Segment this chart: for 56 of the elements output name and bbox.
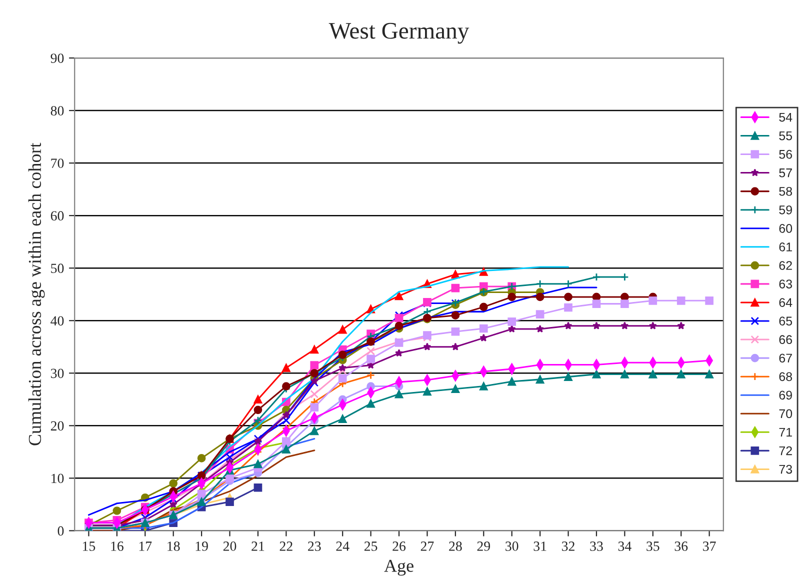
legend-label: 63 [779,280,792,288]
x-tick-label: 29 [477,542,490,551]
x-tick-label: 18 [168,542,180,551]
x-tick-label: 15 [82,542,96,551]
y-tick-label: 0 [58,526,64,536]
legend-label: 62 [779,261,792,270]
y-tick-label: 10 [52,474,64,484]
x-tick-label: 21 [252,542,264,551]
legend-label: 65 [779,316,792,326]
x-tick-label: 30 [506,542,518,551]
x-tick-label: 24 [336,542,350,551]
x-tick-label: 17 [139,542,152,551]
y-tick-label: 70 [51,158,64,168]
legend-label: 66 [779,335,792,344]
y-tick-label: 50 [51,264,64,274]
legend-label: 60 [779,224,792,233]
x-tick-label: 23 [308,542,321,551]
legend-label: 70 [779,409,792,418]
x-tick-label: 31 [534,542,546,551]
x-tick-label: 26 [392,542,406,551]
legend-label: 68 [779,372,792,382]
x-tick-label: 27 [420,542,434,551]
y-tick-label: 90 [50,54,64,63]
legend-label: 73 [779,464,792,474]
y-axis-title: Cumulation across age within each cohort [28,142,45,446]
legend-label: 58 [779,186,792,196]
y-tick-label: 20 [50,421,64,431]
legend-label: 56 [779,150,792,159]
x-tick-label: 34 [618,542,632,551]
x-tick-label: 33 [590,542,603,551]
x-tick-label: 25 [364,542,378,551]
legend-label: 61 [779,242,792,252]
legend-label: 55 [779,132,792,140]
x-tick-label: 35 [646,542,660,551]
y-tick-label: 60 [50,211,64,221]
x-tick-label: 22 [280,542,292,551]
legend-label: 69 [779,390,792,400]
chart-title: West Germany [328,22,470,44]
legend-label: 71 [779,428,792,437]
x-tick-label: 16 [111,542,124,551]
y-tick-label: 30 [50,368,64,378]
x-tick-label: 32 [562,542,574,551]
y-tick-label: 40 [50,316,64,326]
legend-label: 57 [779,168,792,178]
x-axis-title: Age [384,560,414,576]
x-tick-label: 20 [223,542,236,551]
legend-label: 54 [779,112,792,122]
legend-label: 59 [779,205,792,214]
x-tick-label: 19 [196,542,208,551]
legend-label: 67 [779,354,792,363]
legend-label: 64 [779,298,792,307]
x-tick-label: 28 [449,542,462,551]
x-tick-label: 36 [674,542,688,551]
x-tick-label: 37 [703,542,716,551]
y-tick-label: 80 [50,106,64,116]
legend-label: 72 [779,446,792,456]
